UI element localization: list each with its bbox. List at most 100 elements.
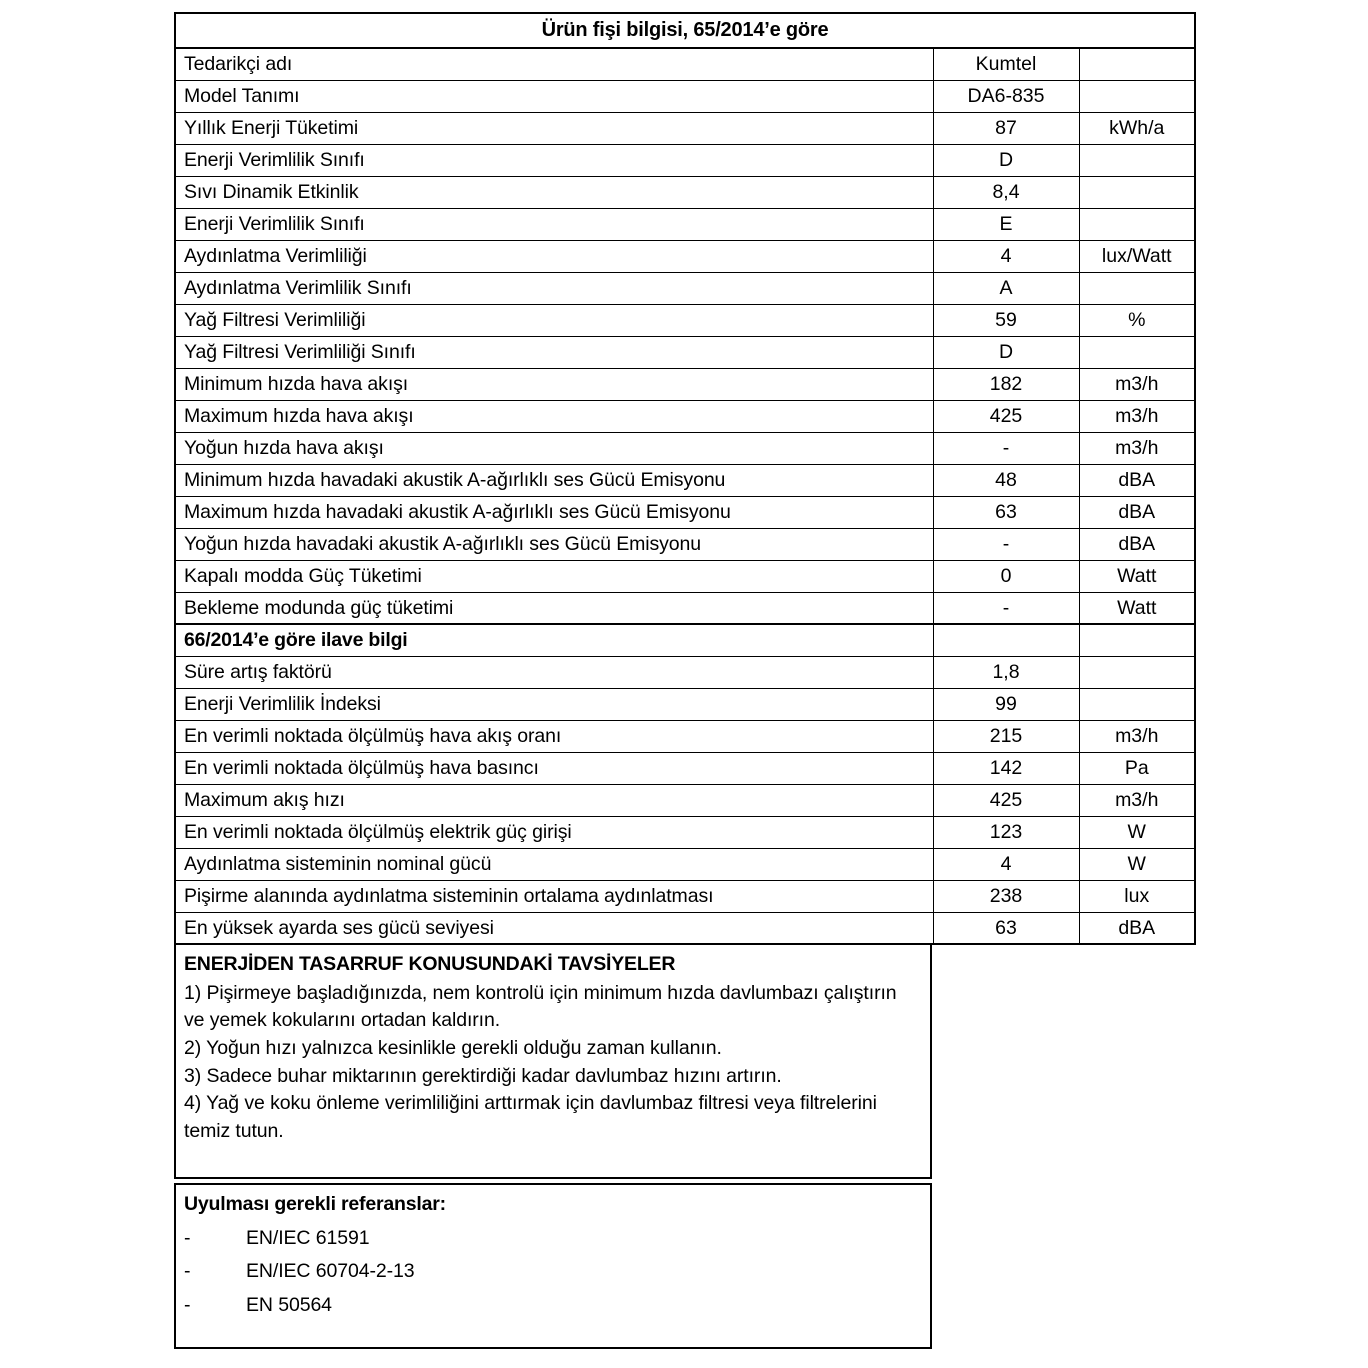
bullet-dash-icon: -	[184, 1226, 191, 1249]
row-value: 59	[932, 303, 1080, 337]
row-unit: Pa	[1078, 751, 1196, 785]
tips-heading: ENERJİDEN TASARRUF KONUSUNDAKİ TAVSİYELE…	[184, 953, 676, 975]
table-row: En verimli noktada ölçülmüş hava akış or…	[174, 719, 1196, 753]
row-label: Yıllık Enerji Tüketimi	[174, 111, 934, 145]
row-value: -	[932, 431, 1080, 465]
row-unit	[1078, 623, 1196, 657]
row-value: 238	[932, 879, 1080, 913]
row-label: Maximum akış hızı	[174, 783, 934, 817]
row-value: 63	[932, 495, 1080, 529]
table-row: Aydınlatma sisteminin nominal gücü 4 W	[174, 847, 1196, 881]
row-value: 215	[932, 719, 1080, 753]
table-row: Yoğun hızda havadaki akustik A-ağırlıklı…	[174, 527, 1196, 561]
row-unit: m3/h	[1078, 783, 1196, 817]
reference-item: - EN/IEC 61591	[184, 1225, 920, 1253]
row-unit: dBA	[1078, 527, 1196, 561]
row-label: En verimli noktada ölçülmüş hava akış or…	[174, 719, 934, 753]
row-unit: kWh/a	[1078, 111, 1196, 145]
table-row: Aydınlatma Verimlilik Sınıfı A	[174, 271, 1196, 305]
tips-list: 1) Pişirmeye başladığınızda, nem kontrol…	[184, 980, 920, 1146]
table-row: Kapalı modda Güç Tüketimi 0 Watt	[174, 559, 1196, 593]
reference-item: - EN/IEC 60704-2-13	[184, 1258, 920, 1286]
product-fiche-table: Ürün fişi bilgisi, 65/2014’e göre Tedari…	[174, 12, 1196, 945]
references-box: Uyulması gerekli referanslar: - EN/IEC 61…	[174, 1183, 932, 1349]
table-row: Yıllık Enerji Tüketimi 87 kWh/a	[174, 111, 1196, 145]
row-value: 425	[932, 399, 1080, 433]
row-value	[932, 623, 1080, 657]
table-body: Ürün fişi bilgisi, 65/2014’e göre Tedari…	[174, 12, 1196, 945]
row-unit	[1078, 143, 1196, 177]
row-label: Yoğun hızda hava akışı	[174, 431, 934, 465]
row-value: 4	[932, 239, 1080, 273]
table-row: Minimum hızda hava akışı 182 m3/h	[174, 367, 1196, 401]
table-row: Enerji Verimlilik Sınıfı D	[174, 143, 1196, 177]
row-unit: dBA	[1078, 495, 1196, 529]
table-row: Enerji Verimlilik İndeksi 99	[174, 687, 1196, 721]
row-unit	[1078, 47, 1196, 81]
table-row: Yağ Filtresi Verimliliği Sınıfı D	[174, 335, 1196, 369]
table-row: En verimli noktada ölçülmüş hava basıncı…	[174, 751, 1196, 785]
table-row: Minimum hızda havadaki akustik A-ağırlık…	[174, 463, 1196, 497]
references-list: - EN/IEC 61591 - EN/IEC 60704-2-13 - EN 50564	[184, 1225, 920, 1320]
reference-standard-label: EN/IEC 61591	[246, 1226, 370, 1249]
row-unit: m3/h	[1078, 367, 1196, 401]
row-value: -	[932, 591, 1080, 625]
table-row: Maximum akış hızı 425 m3/h	[174, 783, 1196, 817]
row-label: Süre artış faktörü	[174, 655, 934, 689]
table-row: Süre artış faktörü 1,8	[174, 655, 1196, 689]
row-unit: dBA	[1078, 463, 1196, 497]
reference-item: - EN 50564	[184, 1292, 920, 1320]
table-row: Enerji Verimlilik Sınıfı E	[174, 207, 1196, 241]
reference-standard-label: EN 50564	[246, 1294, 332, 1317]
row-label: Maximum hızda havadaki akustik A-ağırlık…	[174, 495, 934, 529]
row-value: Kumtel	[932, 47, 1080, 81]
row-unit: m3/h	[1078, 399, 1196, 433]
row-value: 4	[932, 847, 1080, 881]
row-unit: m3/h	[1078, 719, 1196, 753]
row-value: D	[932, 143, 1080, 177]
row-unit: lux/Watt	[1078, 239, 1196, 273]
row-value: 8,4	[932, 175, 1080, 209]
row-value: 0	[932, 559, 1080, 593]
table-row: Yağ Filtresi Verimliliği 59%	[174, 303, 1196, 337]
row-label: En yüksek ayarda ses gücü seviyesi	[174, 911, 934, 945]
row-label: Yoğun hızda havadaki akustik A-ağırlıklı…	[174, 527, 934, 561]
row-value: D	[932, 335, 1080, 369]
row-unit	[1078, 207, 1196, 241]
table-row: Model Tanımı DA6-835	[174, 79, 1196, 113]
row-label: Model Tanımı	[174, 79, 934, 113]
row-unit	[1078, 687, 1196, 721]
row-unit	[1078, 79, 1196, 113]
row-value: 48	[932, 463, 1080, 497]
row-label: Kapalı modda Güç Tüketimi	[174, 559, 934, 593]
tip-line: 4) Yağ ve koku önleme verimliliğini artt…	[184, 1092, 877, 1143]
row-label: Aydınlatma Verimliliği	[174, 239, 934, 273]
table-row: Yoğun hızda hava akışı - m3/h	[174, 431, 1196, 465]
row-value: DA6-835	[932, 79, 1080, 113]
row-label: Enerji Verimlilik Sınıfı	[174, 143, 934, 177]
row-value: E	[932, 207, 1080, 241]
row-label: Maximum hızda hava akışı	[174, 399, 934, 433]
row-unit: dBA	[1078, 911, 1196, 945]
row-label: Bekleme modunda güç tüketimi	[174, 591, 934, 625]
row-value: -	[932, 527, 1080, 561]
row-value: 142	[932, 751, 1080, 785]
row-label: Sıvı Dinamik Etkinlik	[174, 175, 934, 209]
row-label: Aydınlatma Verimlilik Sınıfı	[174, 271, 934, 305]
row-value: 425	[932, 783, 1080, 817]
bullet-dash-icon: -	[184, 1260, 191, 1283]
row-label: Tedarikçi adı	[174, 47, 934, 81]
row-label: Enerji Verimlilik Sınıfı	[174, 207, 934, 241]
references-heading: Uyulması gerekli referanslar:	[184, 1193, 446, 1215]
row-value: 1,8	[932, 655, 1080, 689]
table-row: Aydınlatma Verimliliği 4 lux/Watt	[174, 239, 1196, 273]
row-label: En verimli noktada ölçülmüş elektrik güç…	[174, 815, 934, 849]
table-row: Maximum hızda havadaki akustik A-ağırlık…	[174, 495, 1196, 529]
table-title-row: Ürün fişi bilgisi, 65/2014’e göre	[174, 12, 1196, 49]
row-unit: Watt	[1078, 559, 1196, 593]
row-label: Yağ Filtresi Verimliliği	[174, 303, 934, 337]
page-title: Ürün fişi bilgisi, 65/2014’e göre	[174, 12, 1196, 49]
product-fiche-sheet: Ürün fişi bilgisi, 65/2014’e göre Tedari…	[174, 12, 1196, 1349]
row-label: 66/2014’e göre ilave bilgi	[174, 623, 934, 657]
row-label: Pişirme alanında aydınlatma sisteminin o…	[174, 879, 934, 913]
